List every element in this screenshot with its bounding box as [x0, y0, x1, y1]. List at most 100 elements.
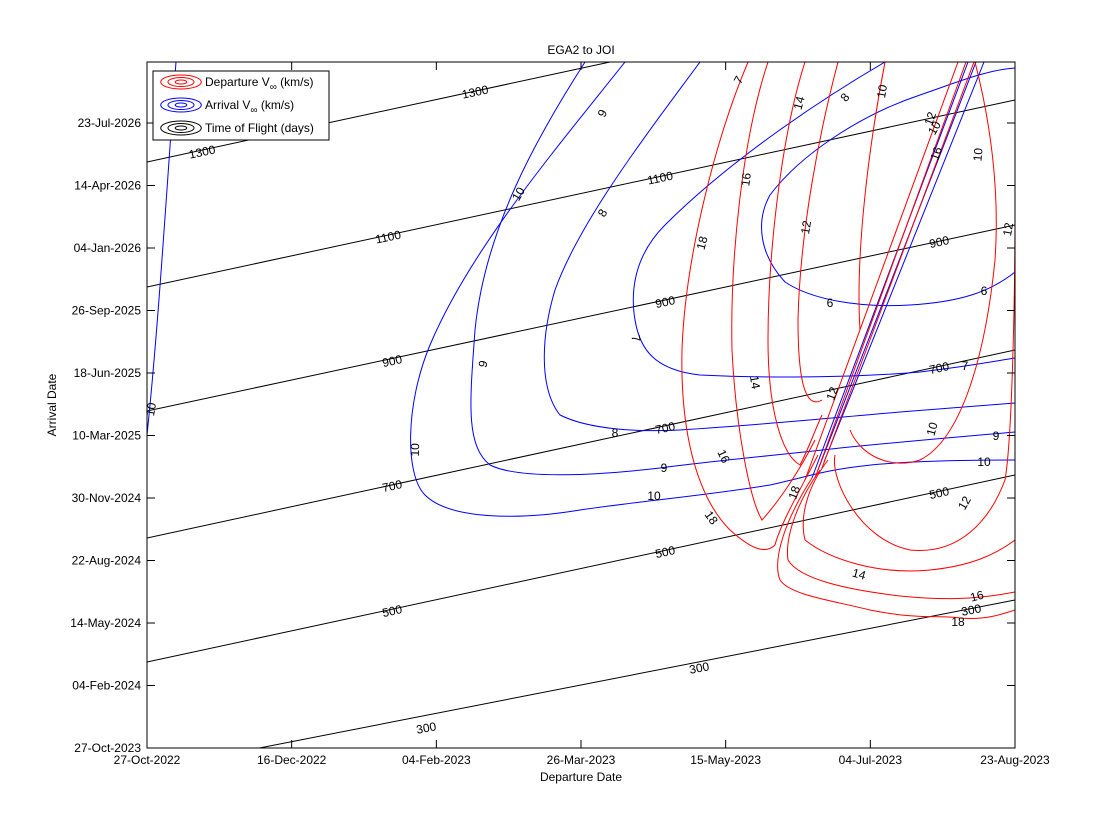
tof-contour-500: [147, 474, 1015, 663]
contour-label: 10: [970, 147, 985, 162]
departure-contour-16: [731, 62, 816, 521]
contour-label: 10: [977, 455, 991, 469]
contour-label: 700: [928, 359, 951, 377]
contour-label: 18: [694, 234, 711, 251]
contour-label: 12: [798, 219, 814, 235]
contour-label: 6: [827, 296, 834, 310]
contour-label: 900: [928, 233, 951, 251]
y-axis: 27-Oct-2023 04-Feb-2024 14-May-2024 22-Aug-…: [70, 116, 1015, 755]
legend-swatch-ring: [174, 79, 188, 85]
contour-label: 1300: [461, 82, 490, 101]
x-tick-label: 26-Mar-2023: [547, 753, 616, 767]
y-tick-label: 10-Mar-2025: [72, 429, 141, 443]
contour-label: 16: [714, 447, 732, 465]
x-axis-label: Departure Date: [540, 770, 622, 784]
legend-swatch-ring: [160, 97, 202, 113]
contour-label: 700: [381, 477, 404, 495]
y-tick-label: 18-Jun-2025: [74, 366, 142, 380]
contour-label: 16: [969, 588, 986, 605]
legend-entry: Arrival V∞ (km/s): [160, 97, 294, 116]
contour-label: 12: [823, 385, 841, 403]
contour-label: 14: [747, 375, 763, 391]
departure-contour-12: [797, 62, 839, 403]
departure-contour-10-left: [858, 62, 886, 331]
contour-label: 16: [738, 172, 754, 187]
legend-swatch-ring: [174, 125, 188, 131]
tof-contour-700: [147, 349, 1015, 539]
contour-label: 300: [688, 659, 711, 677]
contour-label: 700: [654, 419, 677, 437]
legend-swatch-ring: [167, 123, 195, 133]
x-axis: 27-Oct-2022 16-Dec-2022 04-Feb-2023 26-Mar-…: [114, 62, 1050, 767]
plot-area: [147, 62, 1015, 748]
contour-label: 14: [791, 94, 808, 111]
contour-label: 10: [143, 401, 159, 417]
contour-label: 1100: [374, 227, 402, 246]
contour-label: 10: [408, 443, 422, 457]
contour-label: 1100: [646, 168, 674, 187]
contour-label: 500: [654, 543, 677, 561]
x-tick-label: 04-Feb-2023: [402, 753, 471, 767]
x-tick-label: 04-Jul-2023: [839, 753, 903, 767]
contour-label: 18: [951, 615, 965, 629]
contour-label: 18: [785, 484, 803, 502]
y-tick-label: 04-Jan-2026: [74, 241, 142, 255]
contour-labels: 300 300 300 500 500 500 700 700 700 900 …: [143, 73, 1016, 737]
y-tick-label: 22-Aug-2024: [72, 554, 142, 568]
chart-title: EGA2 to JOI: [547, 43, 614, 57]
departure-contour-10-right: [849, 62, 997, 464]
arrival-contour-steep-3: [823, 62, 985, 463]
contour-label: 10: [925, 118, 944, 137]
legend-entry: Time of Flight (days): [160, 120, 314, 136]
contour-label: 1300: [188, 142, 217, 161]
legend-label: Arrival V∞ (km/s): [205, 98, 294, 116]
departure-contour-12-right: [833, 209, 1015, 551]
tof-contour-1300: [147, 62, 611, 163]
y-axis-label: Arrival Date: [45, 373, 59, 436]
y-tick-label: 04-Feb-2024: [72, 679, 141, 693]
departure-contour-14: [767, 62, 823, 466]
arrival-contour-6: [761, 67, 1015, 307]
contour-label: 500: [381, 602, 404, 620]
contour-label: 16: [927, 145, 945, 163]
legend-entry: Departure V∞ (km/s): [160, 74, 314, 93]
contour-label: 10: [924, 420, 941, 437]
legend-swatch-ring: [167, 77, 195, 87]
arrival-contour-9: [470, 62, 1015, 476]
y-tick-label: 23-Jul-2026: [78, 116, 142, 130]
contour-label: 12: [1000, 221, 1016, 237]
contour-label: 10: [509, 184, 528, 203]
legend-swatch-ring: [160, 74, 202, 90]
contour-label: 12: [921, 110, 939, 128]
contour-lines: [147, 62, 1015, 748]
departure-contour-steep-3: [821, 62, 975, 469]
legend: Departure V∞ (km/s) Arrival V∞ (km/s) Time…: [152, 70, 330, 141]
x-tick-label: 15-May-2023: [690, 753, 761, 767]
departure-contour-steep-2: [814, 62, 967, 479]
arrival-contour-10: [410, 62, 1015, 517]
contour-label: 9: [993, 429, 1000, 443]
contour-label: 300: [415, 719, 438, 737]
arrival-contour-steep-2: [817, 62, 977, 471]
departure-contour-18-outer: [681, 62, 819, 550]
contour-label: 900: [654, 293, 677, 311]
tof-contour-900: [147, 224, 1015, 412]
departure-contour-steep-1: [804, 62, 959, 481]
legend-box: [152, 70, 330, 141]
arrival-contour-7: [632, 62, 1015, 378]
legend-swatch-ring: [167, 100, 195, 110]
contour-label: 500: [928, 484, 951, 502]
x-tick-label: 16-Dec-2022: [257, 753, 327, 767]
y-tick-label: 30-Nov-2024: [72, 491, 142, 505]
contour-label: 14: [851, 566, 868, 583]
departure-contour-16-lower: [786, 469, 1015, 600]
y-tick-label: 14-May-2024: [70, 616, 141, 630]
y-tick-label: 26-Sep-2025: [72, 304, 142, 318]
legend-swatch-ring: [160, 120, 202, 136]
legend-swatch-ring: [174, 102, 188, 108]
contour-label: 6: [981, 284, 988, 298]
contour-label: 10: [874, 83, 890, 99]
legend-label: Time of Flight (days): [205, 121, 314, 135]
contour-label: 900: [381, 352, 404, 370]
